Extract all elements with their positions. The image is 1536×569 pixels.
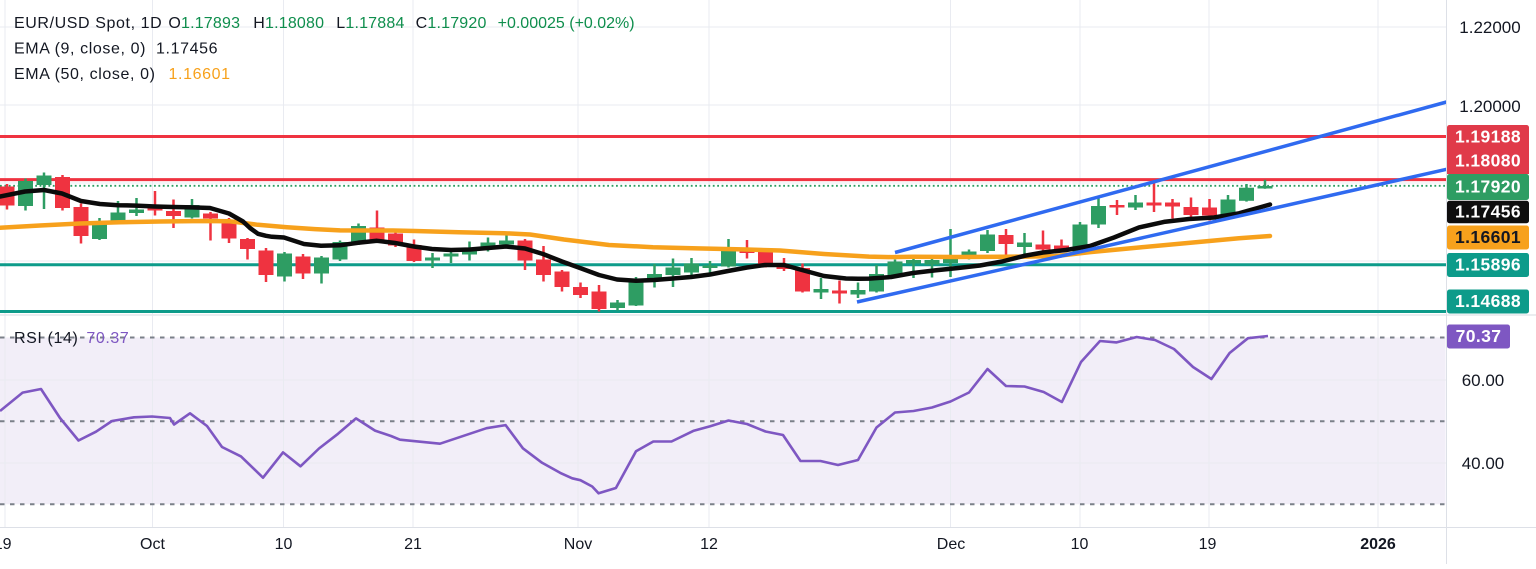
- svg-text:70.37: 70.37: [1456, 326, 1502, 346]
- svg-text:1.20000: 1.20000: [1459, 97, 1520, 116]
- svg-text:Dec: Dec: [937, 536, 965, 553]
- svg-text:2026: 2026: [1360, 536, 1396, 553]
- svg-text:10: 10: [275, 536, 293, 553]
- svg-text:1.19188: 1.19188: [1455, 127, 1521, 147]
- svg-text:1.17920: 1.17920: [1455, 177, 1521, 197]
- svg-text:Nov: Nov: [564, 536, 592, 553]
- svg-text:EMA (50, close, 0)1.16601: EMA (50, close, 0) 1.16601: [14, 66, 231, 83]
- svg-text:19: 19: [0, 536, 12, 553]
- svg-text:Oct: Oct: [140, 536, 165, 553]
- svg-text:10: 10: [1071, 536, 1089, 553]
- svg-text:1.16601: 1.16601: [1455, 227, 1521, 247]
- svg-text:19: 19: [1199, 536, 1217, 553]
- svg-text:1.18080: 1.18080: [1455, 151, 1521, 171]
- svg-text:RSI (14)70.37: RSI (14) 70.37: [14, 330, 129, 347]
- svg-text:12: 12: [700, 536, 718, 553]
- svg-text:60.00: 60.00: [1462, 371, 1505, 390]
- svg-text:1.22000: 1.22000: [1459, 18, 1520, 37]
- svg-text:1.15896: 1.15896: [1455, 255, 1521, 275]
- svg-text:40.00: 40.00: [1462, 454, 1505, 473]
- svg-text:EMA (9, close, 0)1.17456: EMA (9, close, 0) 1.17456: [14, 41, 218, 58]
- svg-text:1.14688: 1.14688: [1455, 291, 1521, 311]
- svg-text:1.17456: 1.17456: [1455, 202, 1521, 222]
- svg-text:21: 21: [404, 536, 422, 553]
